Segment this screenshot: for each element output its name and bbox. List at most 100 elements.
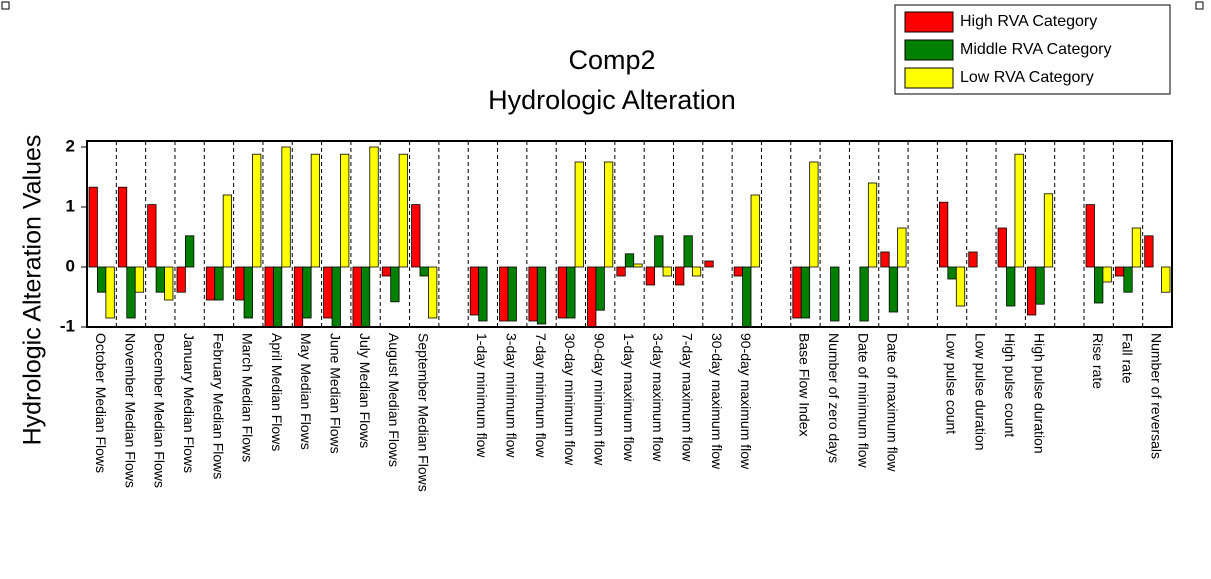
x-tick-label: July Median Flows (357, 333, 373, 448)
bar (185, 235, 195, 268)
bar (691, 266, 702, 277)
legend-swatch (904, 39, 954, 61)
bar (947, 266, 957, 280)
bar (293, 266, 304, 328)
chart-subtitle: Hydrologic Alteration (488, 85, 736, 115)
legend-label: Low RVA Category (960, 69, 1094, 86)
bar (574, 161, 584, 268)
bar (155, 266, 165, 293)
bar (419, 266, 429, 277)
y-tick-label: 2 (66, 136, 75, 155)
bar (222, 194, 233, 268)
bar (662, 266, 672, 277)
bar (1085, 204, 1095, 268)
x-tick-label: 3-day maximum flow (650, 333, 666, 462)
y-axis-label: Hydrologic Alteration Values (19, 135, 47, 446)
x-tick-label: June Median Flows (328, 333, 344, 454)
x-tick-label: 1-day minimum flow (474, 333, 490, 458)
x-tick-label: Number of zero days (826, 333, 842, 463)
bar (1144, 235, 1154, 268)
bar (654, 235, 664, 268)
x-tick-label: 1-day maximum flow (621, 333, 637, 462)
bar (750, 194, 760, 268)
bar (369, 146, 379, 268)
bar (147, 204, 157, 268)
bar (800, 266, 811, 319)
bar (595, 266, 605, 311)
bar (340, 153, 350, 268)
legend-label: High RVA Category (960, 13, 1097, 30)
bar (469, 266, 480, 316)
bar (633, 263, 643, 268)
x-tick-label: Rise rate (1090, 333, 1106, 389)
bar (587, 266, 597, 328)
bar (1094, 266, 1104, 304)
bar (398, 153, 408, 268)
bar (536, 266, 547, 325)
bar (390, 266, 400, 303)
corner-handle (1195, 1, 1204, 10)
bar (88, 186, 98, 268)
x-tick-label: 7-day maximum flow (679, 333, 695, 462)
bar (880, 251, 890, 268)
bar (1102, 266, 1112, 283)
bar (272, 266, 283, 328)
bar (968, 251, 978, 268)
x-tick-label: 30-day minimum flow (562, 333, 578, 466)
bar (243, 266, 253, 319)
x-tick-label: Base Flow Index (797, 333, 813, 437)
x-tick-label: Date of minimum flow (855, 333, 871, 468)
x-tick-label: October Median Flows (93, 333, 109, 473)
bar (1131, 227, 1142, 268)
bar (997, 227, 1007, 268)
bar (134, 266, 145, 293)
bar (704, 260, 714, 268)
bar (830, 266, 840, 322)
bar (381, 266, 392, 277)
x-tick-label: Low pulse duration (973, 333, 989, 451)
bar (792, 266, 802, 319)
bar (1114, 266, 1125, 277)
bar (1035, 266, 1045, 305)
bar (1123, 266, 1133, 293)
x-tick-label: April Median Flows (269, 333, 285, 451)
x-tick-label: 7-day minimum flow (533, 333, 549, 458)
bar (1006, 266, 1016, 307)
bar (97, 266, 107, 293)
bar (235, 266, 245, 301)
bar (478, 266, 488, 322)
x-tick-label: May Median Flows (298, 333, 314, 450)
bar (214, 266, 224, 301)
plot-frame (86, 140, 1173, 328)
x-tick-label: November Median Flows (122, 333, 138, 488)
legend-label: Middle RVA Category (960, 41, 1111, 58)
bar (310, 153, 320, 268)
bar (1014, 153, 1024, 268)
y-tick-label: 0 (66, 256, 75, 275)
bar (566, 266, 576, 319)
bar (888, 266, 899, 313)
bar (557, 266, 568, 319)
x-tick-label: August Median Flows (386, 333, 402, 467)
bar (742, 266, 752, 328)
x-tick-label: Number of reversals (1149, 333, 1165, 459)
bar (645, 266, 656, 286)
bar (164, 266, 174, 301)
bar (897, 227, 907, 268)
x-tick-label: September Median Flows (416, 333, 432, 492)
bar (323, 266, 333, 319)
bar (205, 266, 216, 301)
bar (411, 204, 421, 268)
legend-swatch (904, 11, 954, 33)
bar (264, 266, 274, 328)
x-tick-label: High pulse duration (1031, 333, 1047, 454)
bar (1026, 266, 1037, 316)
bar (281, 146, 291, 268)
x-tick-label: January Median Flows (181, 333, 197, 473)
bar (105, 266, 115, 319)
corner-handle (1, 1, 10, 10)
bar (624, 253, 635, 268)
bar (1161, 266, 1171, 293)
bar (616, 266, 626, 277)
